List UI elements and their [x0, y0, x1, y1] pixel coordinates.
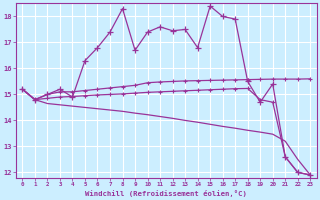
X-axis label: Windchill (Refroidissement éolien,°C): Windchill (Refroidissement éolien,°C) [85, 190, 247, 197]
